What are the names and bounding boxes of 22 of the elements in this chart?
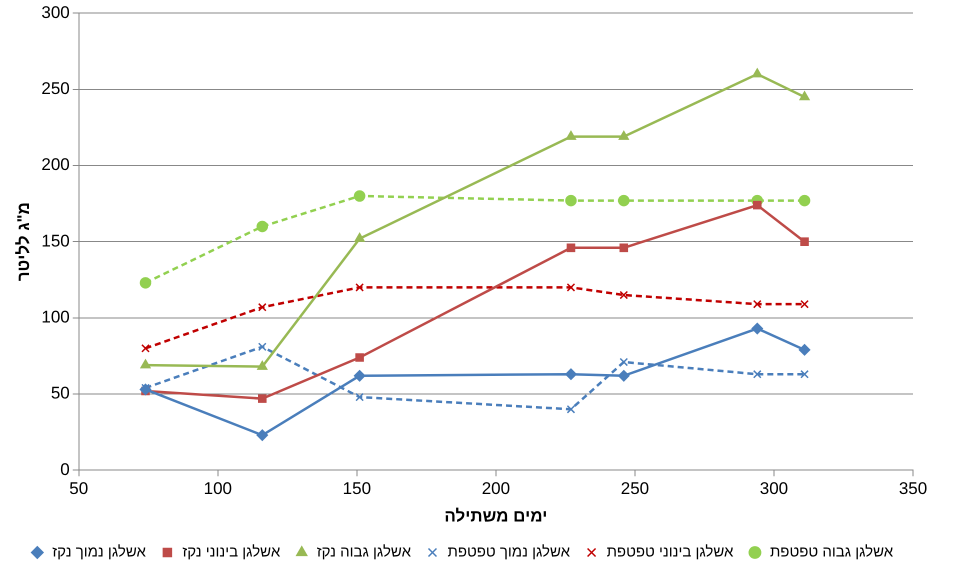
legend-label: אשלגן בינוני טפטפת bbox=[606, 544, 734, 561]
legend-label: אשלגן גבוה נקז bbox=[316, 544, 412, 561]
x-tick-label: 300 bbox=[760, 479, 788, 498]
x-axis-title: ימים משתילה bbox=[444, 506, 548, 526]
legend-label: אשלגן גבוה טפטפת bbox=[770, 544, 894, 561]
x-tick-label: 150 bbox=[342, 479, 372, 498]
legend-label: אשלגן נמוך טפטפת bbox=[447, 544, 571, 561]
x-tick-label: 50 bbox=[69, 479, 88, 498]
x-tick-label: 350 bbox=[898, 479, 928, 498]
legend-label: אשלגן נמוך נקז bbox=[52, 544, 146, 561]
y-tick-label: 100 bbox=[41, 308, 70, 327]
x-tick-label: 250 bbox=[620, 479, 650, 498]
y-tick-label: 200 bbox=[41, 155, 70, 174]
x-tick-label: 100 bbox=[204, 479, 232, 498]
y-tick-label: 250 bbox=[41, 79, 70, 98]
y-tick-label: 300 bbox=[41, 2, 70, 22]
y-tick-label: 150 bbox=[41, 231, 70, 250]
y-tick-label: 0 bbox=[60, 460, 70, 479]
x-tick-label: 200 bbox=[482, 479, 510, 498]
legend-label: אשלגן בינוני נקז bbox=[182, 544, 281, 561]
y-axis-title: מ"ג לליטר bbox=[14, 202, 33, 282]
y-tick-label: 50 bbox=[50, 384, 70, 403]
